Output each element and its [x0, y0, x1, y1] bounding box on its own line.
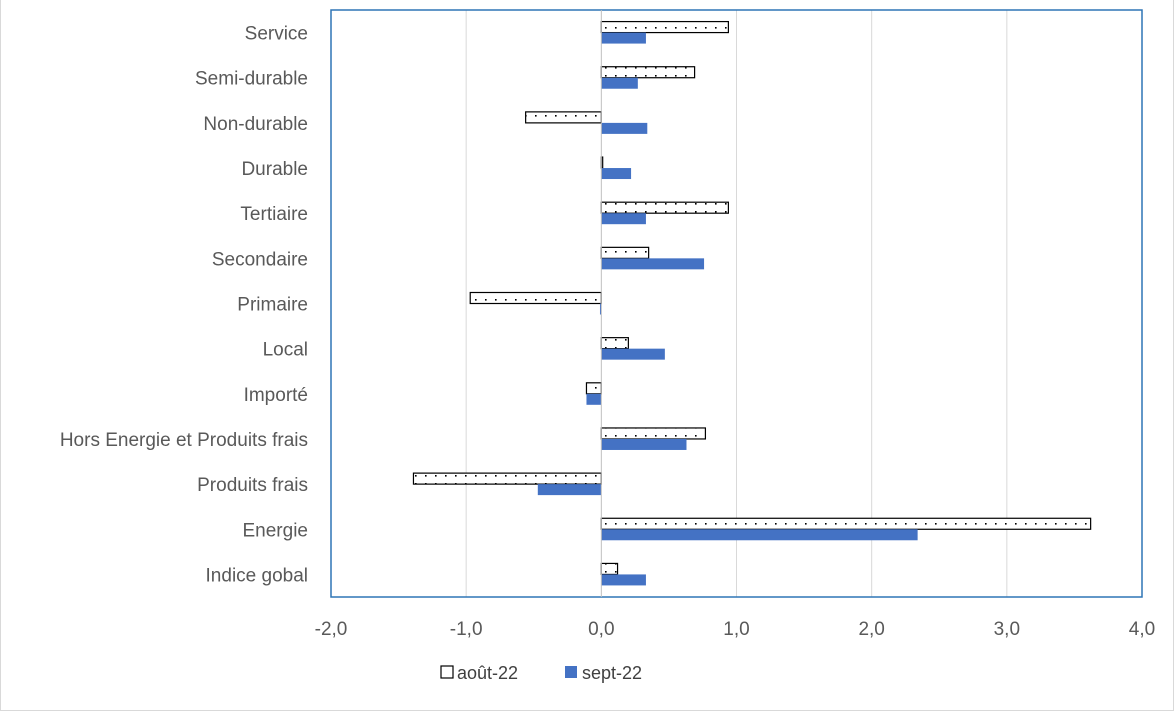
bar-aout-22-7	[601, 338, 628, 349]
bar-sept-22-8	[586, 394, 601, 405]
category-label-5: Secondaire	[212, 249, 308, 270]
bar-sept-22-11	[601, 529, 917, 540]
category-label-1: Semi-durable	[195, 69, 308, 90]
bar-aout-22-9	[601, 428, 705, 439]
x-tick-label-5: 3,0	[994, 619, 1020, 640]
bar-aout-22-2	[526, 112, 602, 123]
gridlines	[331, 10, 1142, 597]
legend-swatch-aout-22	[441, 666, 453, 678]
x-tick-label-1: -1,0	[450, 619, 483, 640]
bar-sept-22-5	[601, 258, 704, 269]
legend: août-22 sept-22	[441, 663, 642, 683]
bar-sept-22-7	[601, 349, 665, 360]
bars-group	[413, 22, 1090, 586]
legend-label-sept-22: sept-22	[582, 663, 642, 683]
bar-sept-22-0	[601, 33, 646, 44]
bar-sept-22-2	[601, 123, 647, 134]
category-label-11: Energie	[243, 520, 309, 541]
category-label-10: Produits frais	[197, 475, 308, 496]
bar-aout-22-4	[601, 202, 728, 213]
category-label-3: Durable	[241, 159, 308, 180]
bar-aout-22-10	[413, 473, 601, 484]
category-label-7: Local	[263, 340, 308, 361]
legend-label-aout-22: août-22	[457, 663, 518, 683]
bar-aout-22-12	[601, 563, 617, 574]
bar-sept-22-12	[601, 574, 646, 585]
bar-sept-22-4	[601, 213, 646, 224]
bar-aout-22-5	[601, 247, 648, 258]
category-label-9: Hors Energie et Produits frais	[60, 430, 308, 451]
category-label-6: Primaire	[237, 295, 308, 316]
category-label-2: Non-durable	[203, 114, 308, 135]
category-label-0: Service	[245, 24, 308, 45]
bar-aout-22-0	[601, 22, 728, 33]
bar-aout-22-8	[586, 383, 601, 394]
bar-sept-22-9	[601, 439, 686, 450]
x-tick-label-3: 1,0	[723, 619, 749, 640]
bar-sept-22-3	[601, 168, 631, 179]
x-tick-label-4: 2,0	[858, 619, 884, 640]
category-label-4: Tertiaire	[240, 204, 308, 225]
x-tick-label-6: 4,0	[1129, 619, 1155, 640]
category-label-12: Indice gobal	[206, 565, 308, 586]
x-tick-labels: -2,0 -1,0 0,0 1,0 2,0 3,0 4,0	[315, 619, 1156, 640]
category-label-8: Importé	[244, 385, 308, 406]
x-tick-label-0: -2,0	[315, 619, 348, 640]
category-labels: Service Semi-durable Non-durable Durable Ter…	[60, 24, 308, 587]
bar-aout-22-1	[601, 67, 694, 78]
x-tick-label-2: 0,0	[588, 619, 614, 640]
bar-aout-22-11	[601, 518, 1090, 529]
bar-aout-22-6	[470, 293, 601, 304]
bar-sept-22-1	[601, 78, 637, 89]
bar-sept-22-10	[538, 484, 602, 495]
legend-swatch-sept-22	[565, 666, 577, 678]
